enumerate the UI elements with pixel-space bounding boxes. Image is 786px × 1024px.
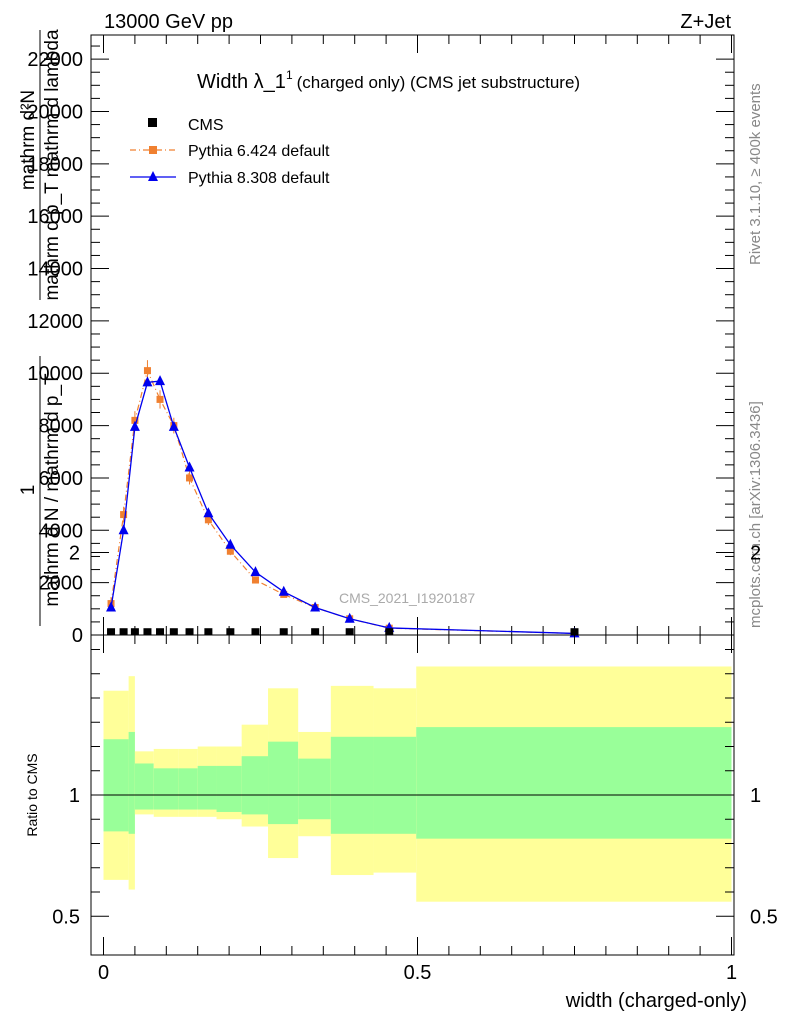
y-tick-label: 20000 bbox=[27, 101, 83, 123]
cms-point bbox=[226, 628, 235, 636]
y-tick-label: 14000 bbox=[27, 259, 83, 281]
ratio-band-green bbox=[178, 768, 198, 810]
legend-cms-marker bbox=[148, 118, 157, 127]
plot-title: Width λ_11 (charged only) (CMS jet substr… bbox=[197, 68, 580, 93]
pythia8-point bbox=[168, 420, 179, 431]
cms-point bbox=[204, 628, 213, 636]
plot-title-sup: 1 bbox=[286, 68, 293, 82]
analysis-watermark: CMS_2021_I1920187 bbox=[339, 590, 475, 606]
ratio-tick-label: 0.5 bbox=[52, 906, 80, 928]
side-rivet-label: Rivet 3.1.10, ≥ 400k events bbox=[747, 83, 764, 265]
ratio-tick-label-right: 0.5 bbox=[750, 906, 778, 928]
pythia8-point bbox=[203, 507, 214, 518]
pythia6-point bbox=[143, 367, 151, 375]
pythia6-point bbox=[120, 511, 128, 519]
ratio-band-green bbox=[373, 736, 417, 834]
ratio-band-green bbox=[416, 727, 732, 839]
pythia6-point bbox=[156, 395, 164, 403]
ratio-tick-label-right: 2 bbox=[750, 543, 761, 565]
y-label-numerator: 1 bbox=[18, 485, 39, 496]
pythia8-point bbox=[184, 461, 195, 472]
plot-title-sub: (charged only) (CMS jet substructure) bbox=[297, 73, 580, 92]
y-axis-label: 1 mathrm d N / mathrm d p_T mathrm d²N m… bbox=[18, 29, 63, 626]
side-mcplots-label: mcplots.cern.ch [arXiv:1306.3436] bbox=[747, 401, 764, 628]
pythia8-point bbox=[250, 566, 261, 577]
cms-point bbox=[107, 628, 116, 636]
cms-point bbox=[251, 628, 260, 636]
y-tick-label: 0 bbox=[72, 625, 83, 647]
ratio-band-green bbox=[298, 758, 331, 820]
cms-point bbox=[185, 628, 194, 636]
header-left-label: 13000 GeV pp bbox=[104, 11, 233, 33]
y-label-frac-numerator: mathrm d²N bbox=[18, 90, 39, 190]
y-tick-label: 4000 bbox=[39, 520, 84, 542]
cms-point bbox=[156, 628, 165, 636]
pythia8-point bbox=[142, 376, 153, 387]
ratio-band-green bbox=[241, 756, 269, 815]
ratio-y-ticks: 0.5 0.5 1 1 2 2 bbox=[52, 543, 778, 929]
plot-title-main: Width λ_1 bbox=[197, 71, 286, 93]
ratio-band-green bbox=[128, 731, 135, 834]
cms-point bbox=[311, 628, 320, 636]
pythia8-point bbox=[129, 420, 140, 431]
ratio-bands bbox=[103, 666, 732, 902]
x-tick-label: 0 bbox=[98, 962, 109, 984]
y-tick-label: 12000 bbox=[27, 311, 83, 333]
legend-cms-label: CMS bbox=[188, 117, 224, 134]
pythia8-point bbox=[278, 585, 289, 596]
cms-point bbox=[345, 628, 354, 636]
legend-py8-marker bbox=[148, 171, 158, 181]
cms-point bbox=[570, 628, 579, 636]
cms-point bbox=[279, 628, 288, 636]
y-label-denominator: mathrm d N / mathrm d p_T bbox=[42, 373, 63, 607]
y-tick-label: 22000 bbox=[27, 49, 83, 71]
pythia8-point bbox=[225, 538, 236, 549]
pythia6-point bbox=[131, 416, 139, 424]
y-tick-label: 16000 bbox=[27, 206, 83, 228]
ratio-band-green bbox=[197, 765, 217, 810]
ratio-tick-label: 2 bbox=[69, 543, 80, 565]
y-label-frac-denominator: mathrm d p_T mathrm d lambda bbox=[42, 29, 63, 300]
cms-point bbox=[169, 628, 178, 636]
main-y-ticks: 0 2000 4000 6000 8000 10000 12000 14000 16000 180… bbox=[27, 45, 734, 647]
x-tick-label: 1 bbox=[726, 962, 737, 984]
ratio-band-green bbox=[330, 736, 374, 834]
cms-point bbox=[119, 628, 128, 636]
y-tick-label: 8000 bbox=[39, 416, 84, 438]
ratio-band-green bbox=[268, 741, 299, 825]
pythia8-point bbox=[310, 601, 321, 612]
ratio-band-green bbox=[134, 763, 154, 810]
y-tick-label: 6000 bbox=[39, 468, 84, 490]
pythia6-point bbox=[186, 474, 194, 482]
cms-point bbox=[143, 628, 152, 636]
pythia6-point bbox=[251, 576, 259, 584]
y-tick-label: 2000 bbox=[39, 573, 84, 595]
x-tick-label: 0.5 bbox=[404, 962, 432, 984]
pythia6-point bbox=[204, 516, 212, 524]
cms-point bbox=[385, 628, 394, 636]
series-layer bbox=[106, 360, 580, 638]
ratio-tick-label: 1 bbox=[69, 785, 80, 807]
legend: CMS Pythia 6.424 default Pythia 8.308 de… bbox=[130, 117, 330, 187]
header-right-label: Z+Jet bbox=[680, 11, 731, 33]
ratio-y-label: Ratio to CMS bbox=[24, 753, 40, 836]
pythia8-point bbox=[344, 612, 355, 623]
legend-py6-label: Pythia 6.424 default bbox=[188, 143, 330, 160]
legend-py8-label: Pythia 8.308 default bbox=[188, 170, 330, 187]
ratio-band-green bbox=[103, 739, 129, 832]
legend-py6-marker bbox=[149, 146, 157, 154]
ratio-x-ticks: 0 0.5 1 bbox=[98, 635, 737, 984]
ratio-tick-label-right: 1 bbox=[750, 785, 761, 807]
pythia6-point bbox=[226, 547, 234, 555]
pythia8-point bbox=[106, 601, 117, 612]
pythia8-point bbox=[155, 375, 166, 386]
cms-point bbox=[130, 628, 139, 636]
x-axis-label: width (charged-only) bbox=[565, 990, 747, 1012]
y-tick-label: 10000 bbox=[27, 363, 83, 385]
pythia8-point bbox=[118, 524, 129, 535]
y-tick-label: 18000 bbox=[27, 154, 83, 176]
ratio-band-green bbox=[153, 768, 179, 810]
ratio-band-green bbox=[216, 765, 242, 812]
